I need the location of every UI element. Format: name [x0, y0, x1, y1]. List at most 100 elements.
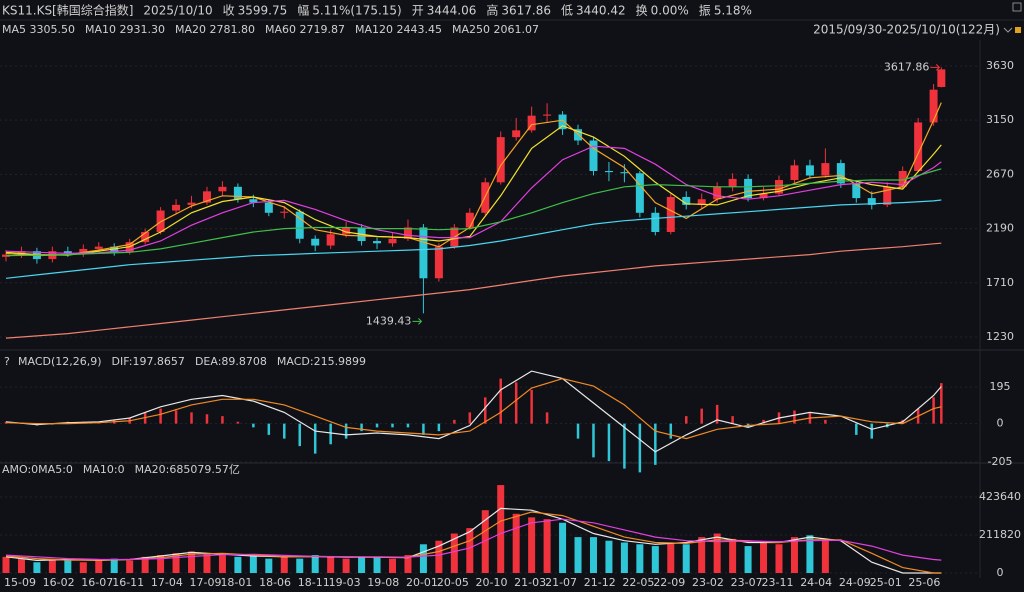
dropdown-icon[interactable]	[1003, 27, 1013, 33]
volume-bar	[342, 558, 350, 573]
candle-body	[883, 186, 892, 205]
field-label: 低	[561, 4, 573, 18]
volume-bar	[79, 562, 87, 573]
candle-body	[218, 186, 227, 192]
x-tick-label: 21-12	[584, 576, 616, 589]
legend-entry: MA10 2931.30	[85, 23, 165, 36]
x-tick-label: 15-09	[4, 576, 36, 589]
candle-body	[187, 202, 196, 205]
settings-icon[interactable]	[1012, 2, 1022, 12]
volume-bar	[713, 533, 721, 573]
date: 2025/10/10	[143, 4, 212, 18]
candle-body	[264, 202, 273, 213]
field-value: 0.00%	[651, 4, 689, 18]
volume-bar	[188, 551, 196, 573]
volume-bar	[512, 513, 520, 573]
x-tick-label: 23-02	[692, 576, 724, 589]
field-value: 5.18%	[714, 4, 752, 18]
candle-body	[388, 238, 397, 244]
volume-bar	[126, 560, 134, 573]
volume-bar	[95, 560, 103, 573]
x-tick-label: 23-11	[762, 576, 794, 589]
min-annotation: 1439.43	[366, 314, 412, 327]
volume-bar	[311, 555, 319, 573]
candle-body	[682, 196, 691, 205]
field-label: 振	[699, 4, 711, 18]
candle-body	[790, 165, 799, 181]
candle-body	[434, 246, 443, 279]
volume-bar	[636, 544, 644, 573]
x-tick-label: 21-03	[514, 576, 546, 589]
volume-bar	[203, 553, 211, 573]
field-value: 3599.75	[238, 4, 288, 18]
candle-body	[651, 212, 660, 232]
x-tick-label: 20-10	[476, 576, 508, 589]
volume-bar	[744, 546, 752, 573]
x-tick-label: 24-09	[839, 576, 871, 589]
volume-bar	[2, 556, 10, 573]
candle-body	[342, 227, 351, 235]
candle-body	[141, 231, 150, 243]
annotation-arrow	[930, 63, 941, 71]
legend-entry: MA60 2719.87	[265, 23, 345, 36]
volume-bar	[466, 528, 474, 573]
lock-icon[interactable]	[1015, 27, 1021, 33]
x-tick-label: 25-06	[908, 576, 940, 589]
candle-body	[512, 130, 521, 138]
line	[5, 145, 942, 255]
line	[5, 377, 942, 440]
x-tick-label: 18-01	[220, 576, 252, 589]
field-value: 5.11%(175.15)	[312, 4, 401, 18]
candle-body	[937, 69, 946, 87]
volume-bar	[682, 544, 690, 573]
y-tick-label: 1230	[986, 330, 1014, 343]
field-label: 开	[412, 4, 424, 18]
candle-body	[821, 163, 830, 176]
help-icon: ?	[4, 355, 10, 368]
volume-bar	[327, 556, 335, 573]
candle-body	[249, 199, 258, 203]
volume-bar	[265, 558, 273, 573]
annotation-arrow	[412, 318, 423, 325]
candle-body	[898, 171, 907, 187]
field-value: 3444.06	[427, 4, 477, 18]
x-tick-label: 16-11	[112, 576, 144, 589]
candle-body	[867, 198, 876, 205]
field-value: 3617.86	[501, 4, 551, 18]
candle-body	[620, 172, 629, 174]
line	[5, 168, 942, 257]
volume-bar	[17, 558, 25, 573]
x-tick-label: 20-05	[437, 576, 469, 589]
x-tick-label: 22-09	[653, 576, 685, 589]
legend-entry: DEA:89.8708	[195, 355, 267, 368]
volume-bar	[249, 555, 257, 573]
x-tick-label: 25-01	[870, 576, 902, 589]
volume-bar	[389, 558, 396, 573]
y-tick-label: 1710	[986, 276, 1014, 289]
range-label[interactable]: 2015/09/30-2025/10/10(122月)	[813, 23, 1000, 37]
field-label: 幅	[297, 3, 309, 18]
candle-body	[326, 234, 335, 246]
line	[5, 199, 942, 279]
legend-entry: MA10:0	[83, 463, 125, 476]
candle-body	[79, 248, 88, 254]
candle-body	[233, 186, 242, 200]
volume-bar	[172, 553, 180, 573]
y-tick-label: 211820	[979, 528, 1021, 541]
volume-bar	[667, 542, 675, 573]
candle-body	[728, 178, 737, 187]
line	[5, 102, 942, 257]
y-tick-label: 195	[990, 380, 1011, 393]
volume-bar	[481, 510, 489, 573]
line	[5, 507, 942, 574]
candle-body	[419, 227, 428, 279]
x-tick-label: 18-06	[259, 576, 291, 589]
volume-bar	[760, 542, 768, 573]
x-tick-label: 22-05	[622, 576, 654, 589]
candle-body	[635, 173, 644, 213]
candle-body	[852, 183, 861, 199]
y-tick-label: 0	[997, 417, 1004, 430]
line	[5, 242, 942, 339]
y-tick-label: 3150	[986, 113, 1014, 126]
max-annotation: 3617.86	[884, 60, 930, 73]
